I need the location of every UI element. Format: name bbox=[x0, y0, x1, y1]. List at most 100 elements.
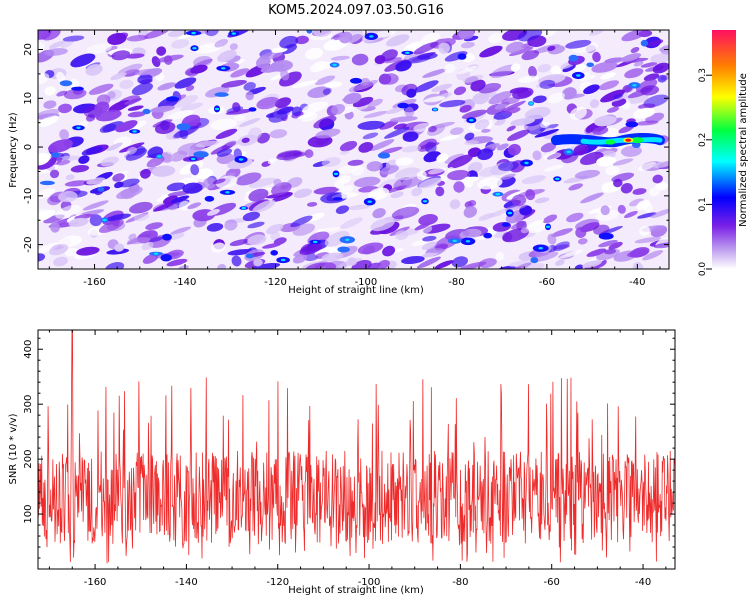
heatmap-cell bbox=[114, 243, 125, 252]
heatmap-cell bbox=[504, 107, 521, 114]
heatmap-cell bbox=[488, 33, 503, 44]
heatmap-cell bbox=[592, 51, 601, 63]
heatmap-cell bbox=[637, 212, 657, 219]
heatmap-cell bbox=[374, 30, 396, 38]
heatmap-cell bbox=[519, 263, 545, 269]
heatmap-cell bbox=[44, 86, 56, 96]
heatmap-cell bbox=[440, 134, 460, 141]
heatmap-blob bbox=[337, 246, 350, 253]
heatmap-cell bbox=[368, 98, 383, 108]
heatmap-cell bbox=[380, 49, 398, 62]
heatmap-cell bbox=[593, 224, 610, 235]
heatmap-cell bbox=[502, 232, 513, 242]
heatmap-cell bbox=[428, 167, 447, 175]
heatmap-cell bbox=[628, 198, 645, 207]
x-tick-label: -100 bbox=[355, 277, 378, 288]
heatmap-cell bbox=[64, 180, 89, 187]
heatmap-cell bbox=[652, 62, 669, 74]
heatmap-cell bbox=[256, 96, 280, 110]
heatmap-blob-core bbox=[280, 258, 286, 262]
heatmap-cell bbox=[331, 103, 346, 115]
heatmap-blob bbox=[165, 96, 180, 102]
heatmap-cell bbox=[472, 92, 490, 105]
heatmap-cell bbox=[572, 63, 587, 72]
heatmap-cell bbox=[444, 63, 456, 74]
heatmap-cell bbox=[85, 64, 103, 76]
heatmap-cell bbox=[56, 71, 66, 83]
heatmap-cell bbox=[339, 140, 358, 152]
heatmap-cell bbox=[532, 95, 547, 104]
heatmap-blob-core bbox=[345, 238, 350, 241]
heatmap-blob-core bbox=[333, 172, 339, 176]
heatmap-blob bbox=[51, 152, 61, 158]
heatmap-cell bbox=[428, 125, 437, 133]
heatmap-cell bbox=[357, 120, 385, 130]
heatmap-blob bbox=[142, 108, 151, 115]
heatmap-cell bbox=[313, 115, 337, 129]
x-tick-label: -60 bbox=[539, 277, 555, 288]
heatmap-cell bbox=[384, 126, 410, 139]
heatmap-cell bbox=[394, 167, 421, 181]
heatmap-cell bbox=[88, 83, 114, 95]
heatmap-cell bbox=[128, 233, 137, 241]
heatmap-cell bbox=[404, 106, 415, 118]
heatmap-cell bbox=[386, 34, 410, 47]
snr-series-line bbox=[38, 330, 675, 564]
heatmap-cell bbox=[416, 52, 438, 60]
heatmap-cell bbox=[620, 145, 642, 157]
heatmap-cell bbox=[506, 125, 516, 132]
heatmap-blob-core bbox=[153, 252, 159, 255]
heatmap-cell bbox=[212, 178, 226, 185]
heatmap-blob bbox=[568, 54, 579, 62]
heatmap-cell bbox=[511, 194, 527, 207]
heatmap-cell bbox=[166, 258, 188, 267]
heatmap-blob-core bbox=[332, 63, 337, 67]
heatmap-cell bbox=[107, 32, 127, 45]
heatmap-cell bbox=[508, 260, 532, 268]
heatmap-blob-core bbox=[566, 150, 571, 154]
heatmap-blob-core bbox=[367, 200, 372, 203]
heatmap-cell bbox=[248, 177, 277, 188]
heatmap-cell bbox=[167, 109, 194, 120]
heatmap-cell bbox=[461, 109, 487, 119]
heatmap-cell bbox=[89, 214, 103, 227]
heatmap-cell bbox=[193, 56, 213, 67]
heatmap-cell bbox=[411, 187, 423, 197]
heatmap-cell bbox=[70, 164, 90, 173]
heatmap-cell bbox=[540, 121, 550, 129]
heatmap-cell bbox=[217, 49, 237, 63]
heatmap-cell bbox=[421, 241, 437, 250]
heatmap-blob-core bbox=[225, 191, 230, 194]
colorbar-tick-label: 0.0 bbox=[698, 262, 708, 277]
snr-xlabel: Height of straight line (km) bbox=[288, 585, 424, 596]
heatmap-blob bbox=[350, 77, 362, 84]
heatmap-cell bbox=[351, 165, 365, 176]
heatmap-cell bbox=[301, 113, 318, 122]
heatmap-cell bbox=[170, 226, 192, 235]
heatmap-blob-core bbox=[191, 31, 196, 35]
heatmap-cell bbox=[550, 65, 562, 76]
heatmap-cell bbox=[157, 82, 176, 91]
heatmap-cell bbox=[271, 47, 288, 53]
heatmap-cell bbox=[600, 89, 626, 103]
heatmap-cell bbox=[304, 47, 324, 60]
heatmap-cell bbox=[173, 126, 199, 138]
heatmap-cell bbox=[604, 248, 617, 255]
heatmap-cell bbox=[60, 41, 74, 48]
colorbar-tick-label: 0.3 bbox=[698, 68, 708, 82]
heatmap-blob-core bbox=[405, 51, 410, 54]
heatmap-cell bbox=[474, 119, 490, 130]
heatmap-cell bbox=[173, 95, 199, 108]
heatmap-cell bbox=[632, 107, 656, 119]
heatmap-cell bbox=[389, 116, 418, 123]
heatmap-blob-core bbox=[132, 130, 137, 133]
heatmap-cell bbox=[495, 251, 505, 261]
heatmap-cell bbox=[94, 101, 110, 113]
heatmap-cell bbox=[248, 188, 269, 202]
heatmap-cell bbox=[583, 84, 600, 95]
colorbar-tick-label: 0.1 bbox=[698, 197, 708, 211]
heatmap-cell bbox=[272, 192, 293, 202]
heatmap-cell bbox=[539, 79, 556, 89]
heatmap-cell bbox=[637, 161, 657, 172]
heatmap-cell bbox=[190, 64, 208, 74]
